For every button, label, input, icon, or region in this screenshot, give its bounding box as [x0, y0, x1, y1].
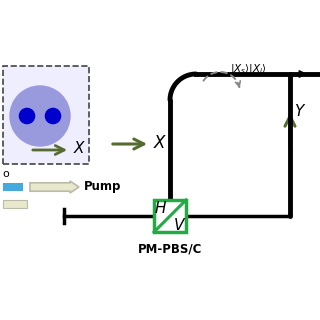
- Text: $|X_s\rangle|X_i\rangle$: $|X_s\rangle|X_i\rangle$: [230, 61, 267, 76]
- Text: $H$: $H$: [154, 200, 167, 216]
- FancyArrow shape: [30, 181, 79, 193]
- Text: $V$: $V$: [173, 217, 186, 233]
- Circle shape: [20, 108, 35, 124]
- Text: Pump: Pump: [84, 180, 121, 193]
- Text: $X$: $X$: [153, 134, 167, 152]
- Text: PM-PBS/C: PM-PBS/C: [138, 242, 202, 255]
- Text: o: o: [2, 169, 9, 179]
- Text: $Y$: $Y$: [294, 103, 306, 119]
- Circle shape: [10, 86, 70, 146]
- Circle shape: [45, 108, 60, 124]
- Bar: [3, 183, 23, 191]
- Bar: [3, 66, 89, 164]
- Bar: [3, 200, 27, 208]
- Text: $X$: $X$: [73, 140, 86, 156]
- Bar: [154, 200, 186, 232]
